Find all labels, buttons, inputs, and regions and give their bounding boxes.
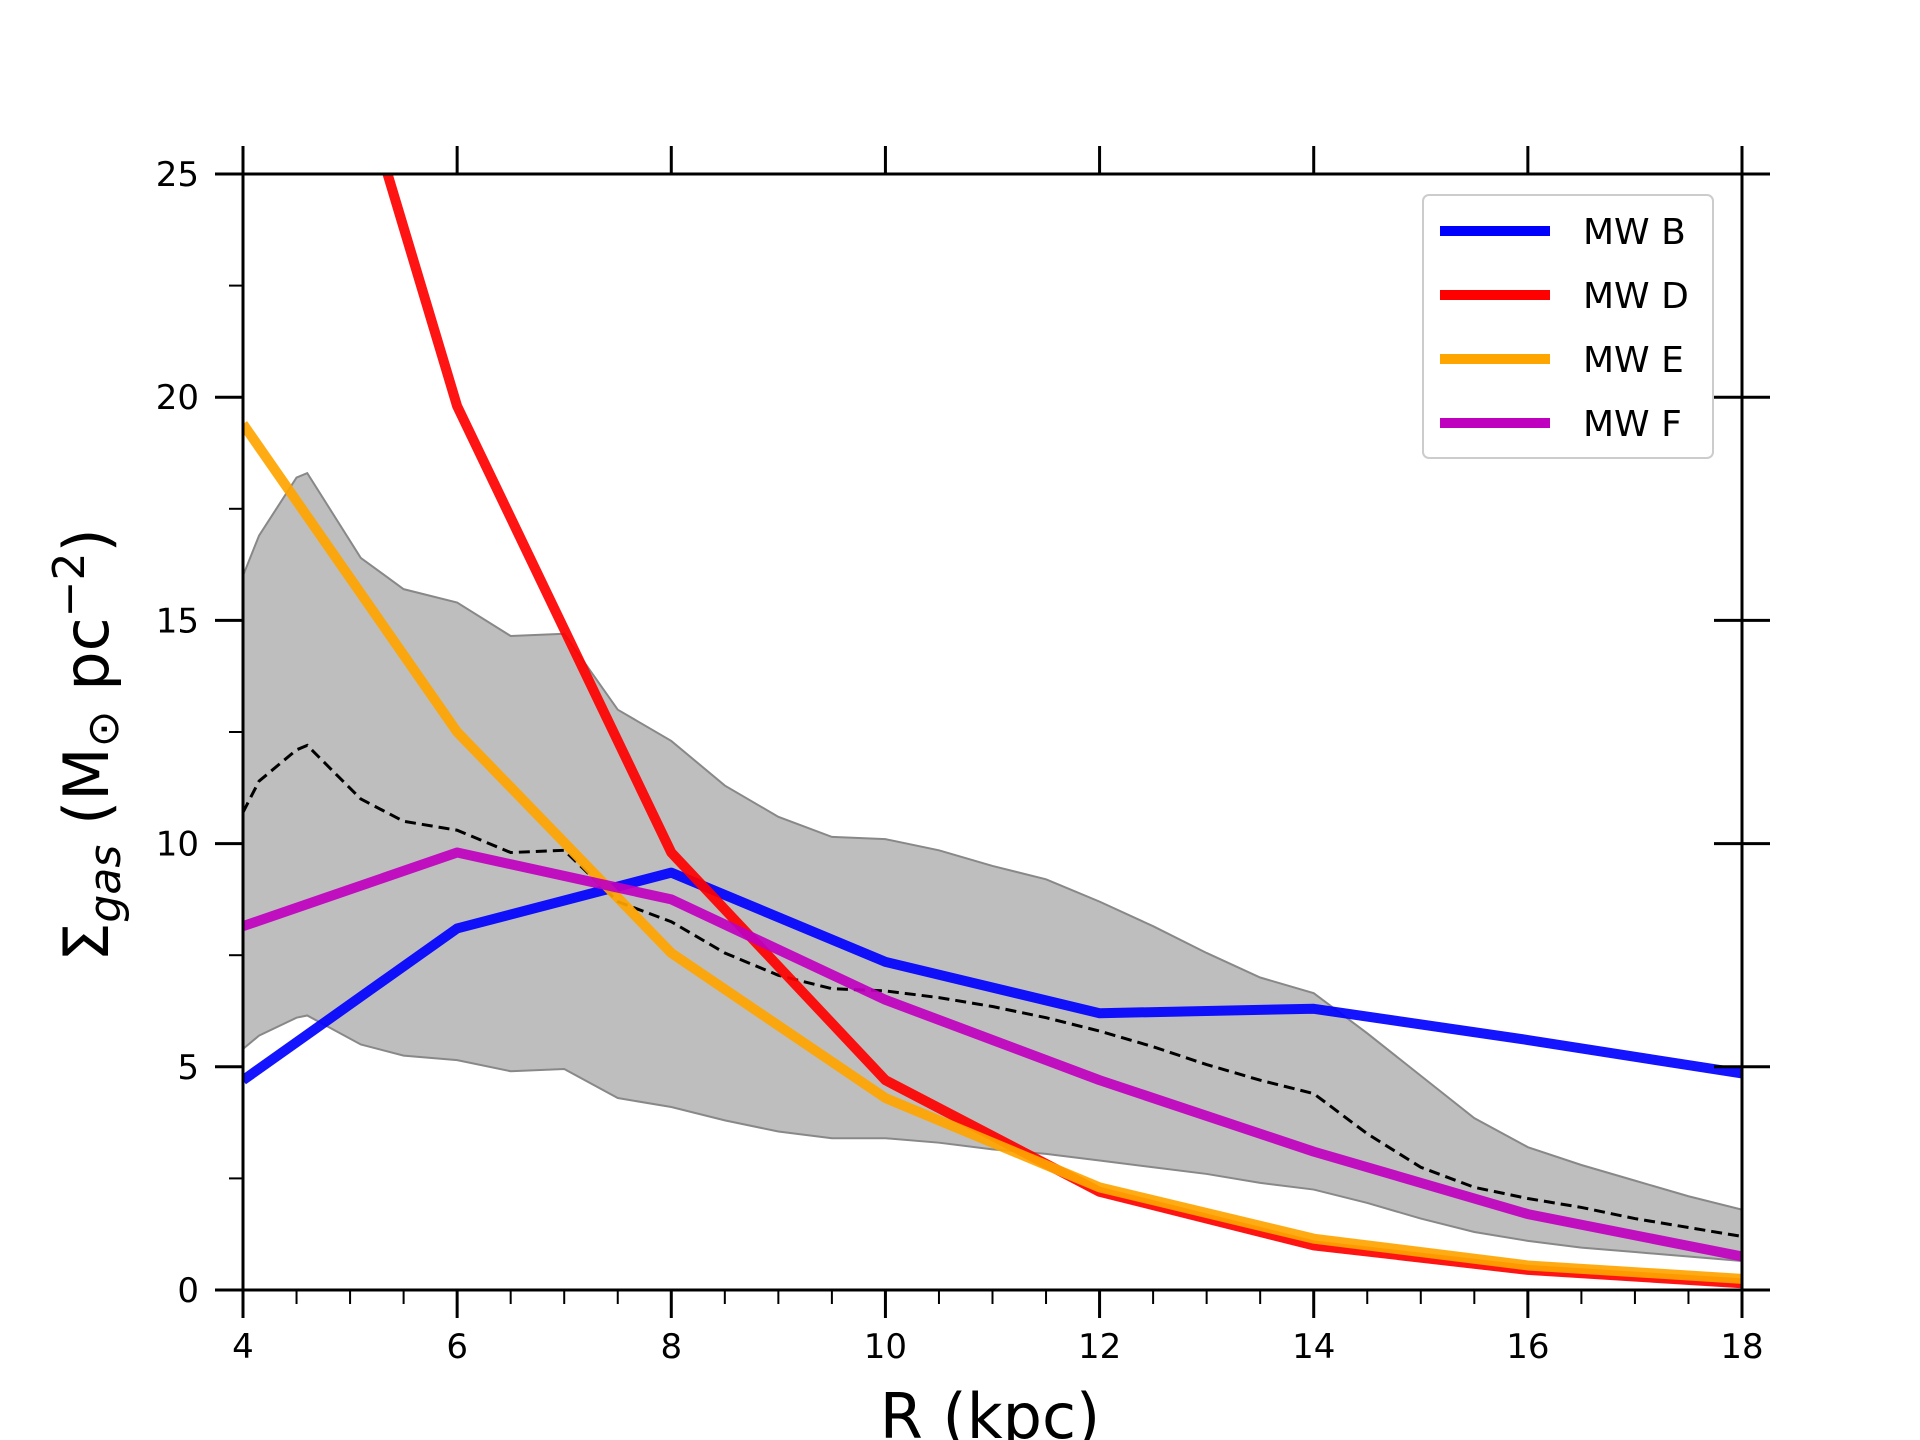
y-axis-title-sun-symbol: ⊙ [78,710,129,747]
y-axis-title-sigma: Σ [50,923,123,962]
y-tick-label: 0 [177,1271,199,1311]
x-tick-label: 4 [232,1327,254,1367]
observed-median-line [243,743,1742,1238]
y-axis-title-units-mid: pc [50,617,123,710]
series-line-mw-f [243,847,1742,1262]
y-tick-label: 10 [156,825,199,865]
x-axis-title: R (kpc) [880,1380,1101,1440]
y-tick-label: 25 [156,155,199,195]
y-axis-title-exponent: −2 [44,552,95,617]
legend-label-mw-e: MW E [1583,340,1684,381]
legend: MW B MW D MW E MW F [1422,194,1714,459]
legend-label-mw-b: MW B [1583,212,1686,253]
x-tick-label: 10 [864,1327,907,1367]
x-tick-label: 6 [446,1327,468,1367]
x-tick-label: 8 [660,1327,682,1367]
y-axis-title-subscript: gas [80,845,131,923]
series-line-mw-b [243,867,1742,1085]
x-tick-label: 18 [1720,1327,1763,1367]
legend-label-mw-f: MW F [1583,404,1682,445]
y-axis-title-units-close: ) [50,528,123,552]
x-tick-label: 14 [1292,1327,1335,1367]
y-axis-title: Σgas (M⊙ pc−2) [44,528,131,962]
legend-frame [1422,194,1714,459]
series-layer [243,174,1742,1289]
x-tick-label: 16 [1506,1327,1549,1367]
series-line-mw-e [243,421,1742,1284]
y-tick-label: 20 [156,378,199,418]
legend-label-mw-d: MW D [1583,276,1689,317]
x-tick-label: 12 [1078,1327,1121,1367]
observed-band-layer [243,471,1742,1262]
observed-range-band [243,471,1742,1262]
y-axis-title-units-open: (M [50,747,123,844]
axes-layer: 4 6 8 10 12 14 16 18 0 5 10 15 20 25 [156,146,1770,1367]
y-tick-label: 15 [156,601,199,641]
y-tick-label: 5 [177,1048,199,1088]
